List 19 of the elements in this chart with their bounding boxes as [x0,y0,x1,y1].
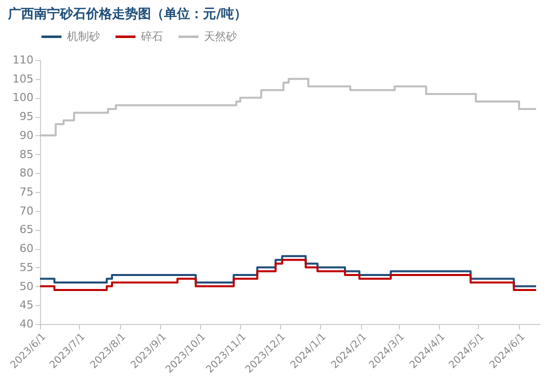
y-tick-label: 45 [20,298,34,312]
y-tick-label: 55 [20,260,34,274]
legend-label: 碎石 [140,30,163,43]
y-tick-label: 70 [20,204,34,218]
y-tick-label: 95 [20,110,34,124]
y-tick-label: 105 [12,72,34,86]
chart-title: 广西南宁砂石价格走势图（单位：元/吨） [7,6,247,22]
y-tick-label: 75 [20,186,34,198]
y-tick-label: 110 [12,54,34,66]
legend-label: 天然砂 [204,30,237,43]
legend-label: 机制砂 [67,30,100,43]
y-tick-label: 85 [20,148,34,161]
y-tick-label: 65 [20,223,34,236]
y-tick-label: 80 [20,166,34,180]
y-tick-label: 90 [20,128,34,142]
y-tick-label: 60 [20,242,34,256]
y-tick-label: 100 [12,91,34,104]
y-tick-label: 40 [20,318,34,330]
y-tick-label: 50 [20,280,34,293]
